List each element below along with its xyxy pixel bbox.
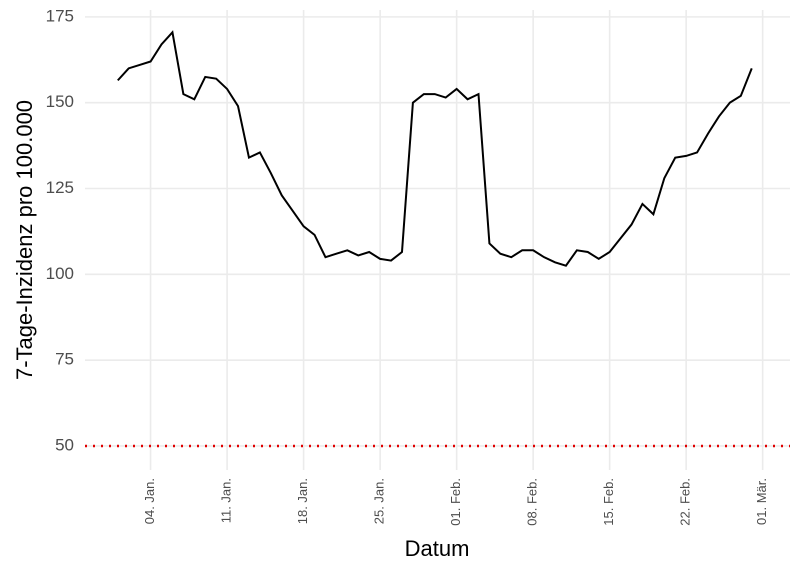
y-tick-label: 50 [55,435,74,454]
x-tick-label: 11. Jan. [219,478,234,523]
line [117,30,753,267]
y-tick-label: 125 [46,178,74,197]
x-tick-label: 01. Mär. [754,478,769,525]
y-tick-label: 175 [46,6,74,25]
x-tick-label: 08. Feb. [525,478,540,526]
x-tick-label: 25. Jan. [372,478,387,524]
y-tick-label: 75 [55,350,74,369]
y-axis-label: 7-Tage-Inzidenz pro 100.000 [12,100,37,380]
y-tick-label: 150 [46,92,74,111]
x-tick-label: 18. Jan. [295,478,310,524]
x-axis-label: Datum [405,536,470,561]
y-tick-label: 100 [46,264,74,283]
x-tick-label: 01. Feb. [448,478,463,526]
x-tick-label: 15. Feb. [601,478,616,526]
x-tick-label: 04. Jan. [142,478,157,524]
x-tick-label: 22. Feb. [678,478,693,526]
